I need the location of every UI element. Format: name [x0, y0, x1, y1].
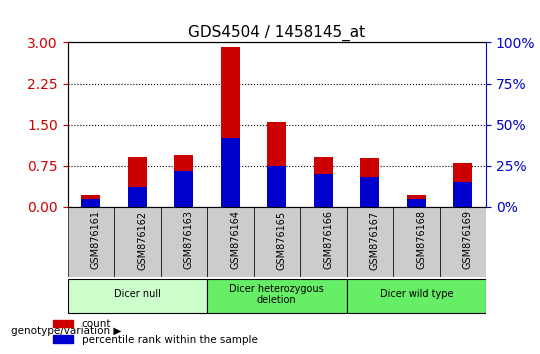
- Bar: [267, 166, 286, 207]
- Bar: [407, 199, 426, 207]
- FancyBboxPatch shape: [207, 207, 253, 278]
- Text: genotype/variation ▶: genotype/variation ▶: [11, 326, 121, 336]
- Bar: [128, 187, 146, 207]
- Legend: count, percentile rank within the sample: count, percentile rank within the sample: [49, 315, 262, 349]
- Text: GSM876168: GSM876168: [416, 211, 426, 269]
- Bar: [267, 122, 286, 207]
- Text: GSM876162: GSM876162: [137, 211, 147, 270]
- Bar: [174, 171, 193, 207]
- Bar: [128, 156, 146, 207]
- Bar: [82, 199, 100, 207]
- Text: Dicer null: Dicer null: [114, 289, 161, 299]
- Bar: [82, 195, 100, 207]
- Text: GSM876161: GSM876161: [91, 211, 101, 269]
- Text: GSM876167: GSM876167: [370, 211, 380, 270]
- FancyBboxPatch shape: [68, 279, 207, 313]
- Text: GSM876165: GSM876165: [277, 211, 287, 270]
- FancyBboxPatch shape: [160, 207, 207, 278]
- Text: GSM876164: GSM876164: [230, 211, 240, 269]
- FancyBboxPatch shape: [114, 207, 160, 278]
- Bar: [361, 158, 379, 207]
- FancyBboxPatch shape: [393, 207, 440, 278]
- FancyBboxPatch shape: [440, 207, 486, 278]
- Bar: [221, 47, 240, 207]
- FancyBboxPatch shape: [207, 279, 347, 313]
- Title: GDS4504 / 1458145_at: GDS4504 / 1458145_at: [188, 25, 366, 41]
- Bar: [314, 174, 333, 207]
- FancyBboxPatch shape: [300, 207, 347, 278]
- Bar: [454, 163, 472, 207]
- Bar: [454, 182, 472, 207]
- Bar: [361, 177, 379, 207]
- Bar: [407, 195, 426, 207]
- Bar: [221, 138, 240, 207]
- Text: GSM876169: GSM876169: [463, 211, 472, 269]
- Text: GSM876166: GSM876166: [323, 211, 333, 269]
- Bar: [314, 156, 333, 207]
- Bar: [174, 155, 193, 207]
- Text: Dicer heterozygous
deletion: Dicer heterozygous deletion: [230, 284, 324, 305]
- Text: GSM876163: GSM876163: [184, 211, 194, 269]
- FancyBboxPatch shape: [347, 279, 486, 313]
- FancyBboxPatch shape: [68, 207, 114, 278]
- Text: Dicer wild type: Dicer wild type: [380, 289, 453, 299]
- FancyBboxPatch shape: [347, 207, 393, 278]
- FancyBboxPatch shape: [253, 207, 300, 278]
